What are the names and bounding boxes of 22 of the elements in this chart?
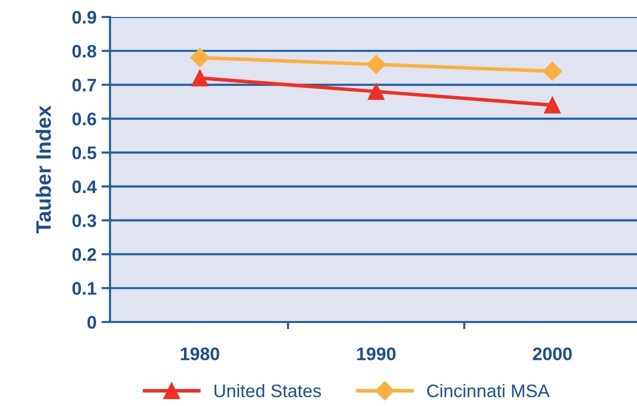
y-tick-label: 0.7	[72, 78, 96, 92]
legend-label: Cincinnati MSA	[427, 384, 550, 398]
point	[192, 70, 208, 86]
point	[542, 62, 562, 81]
y-axis-title: Tauber Index	[36, 106, 51, 234]
point	[368, 83, 384, 100]
x-tick-label: 1980	[180, 347, 220, 360]
y-tick-label: 0.2	[72, 248, 96, 261]
y-tick-label: 0.1	[72, 282, 96, 295]
y-tick-label: 0	[87, 316, 96, 329]
y-tick-label: 0.9	[72, 10, 96, 24]
y-tick-label: 0.3	[72, 214, 96, 228]
point	[544, 96, 561, 114]
y-tick-label: 0.8	[72, 44, 96, 58]
point	[190, 48, 210, 68]
x-tick-label: 2000	[532, 347, 572, 360]
x-tick-label: 1990	[357, 347, 396, 360]
y-tick-label: 0.4	[72, 180, 97, 194]
y-tick-label: 0.6	[72, 112, 96, 126]
legend-label: United States	[214, 384, 321, 398]
point	[366, 54, 386, 74]
y-tick-label: 0.5	[72, 146, 96, 160]
